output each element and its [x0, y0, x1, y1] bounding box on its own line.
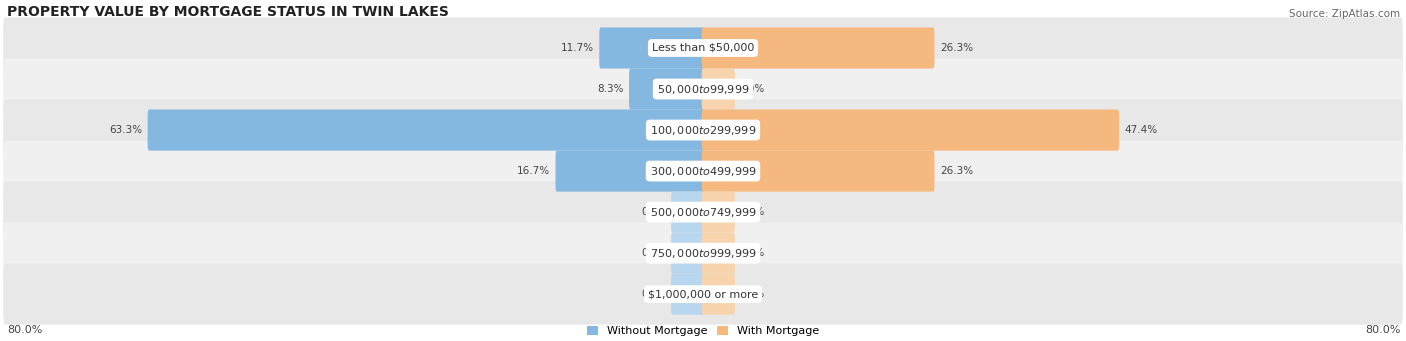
Legend: Without Mortgage, With Mortgage: Without Mortgage, With Mortgage	[582, 322, 824, 341]
Text: 63.3%: 63.3%	[108, 125, 142, 135]
FancyBboxPatch shape	[702, 109, 1119, 151]
FancyBboxPatch shape	[671, 192, 704, 233]
FancyBboxPatch shape	[628, 69, 704, 109]
FancyBboxPatch shape	[3, 223, 1403, 284]
FancyBboxPatch shape	[702, 233, 735, 274]
Text: $750,000 to $999,999: $750,000 to $999,999	[650, 247, 756, 260]
Text: 0.0%: 0.0%	[641, 289, 668, 299]
FancyBboxPatch shape	[671, 273, 704, 315]
Text: Less than $50,000: Less than $50,000	[652, 43, 754, 53]
Text: Source: ZipAtlas.com: Source: ZipAtlas.com	[1289, 9, 1400, 19]
Text: 26.3%: 26.3%	[941, 166, 973, 176]
Text: 0.0%: 0.0%	[641, 207, 668, 217]
FancyBboxPatch shape	[3, 140, 1403, 202]
FancyBboxPatch shape	[702, 273, 735, 315]
Text: 0.0%: 0.0%	[641, 248, 668, 258]
FancyBboxPatch shape	[3, 181, 1403, 243]
Text: $1,000,000 or more: $1,000,000 or more	[648, 289, 758, 299]
Text: 0.0%: 0.0%	[738, 289, 765, 299]
FancyBboxPatch shape	[3, 100, 1403, 161]
Text: $500,000 to $749,999: $500,000 to $749,999	[650, 206, 756, 219]
FancyBboxPatch shape	[702, 192, 735, 233]
Text: 16.7%: 16.7%	[516, 166, 550, 176]
FancyBboxPatch shape	[702, 150, 935, 192]
Text: 0.0%: 0.0%	[738, 84, 765, 94]
Text: 26.3%: 26.3%	[941, 43, 973, 53]
FancyBboxPatch shape	[599, 27, 704, 69]
Text: 47.4%: 47.4%	[1125, 125, 1159, 135]
FancyBboxPatch shape	[671, 233, 704, 274]
Text: 8.3%: 8.3%	[598, 84, 623, 94]
Text: 80.0%: 80.0%	[1365, 325, 1400, 335]
Text: 11.7%: 11.7%	[561, 43, 593, 53]
Text: PROPERTY VALUE BY MORTGAGE STATUS IN TWIN LAKES: PROPERTY VALUE BY MORTGAGE STATUS IN TWI…	[7, 5, 449, 19]
FancyBboxPatch shape	[3, 17, 1403, 78]
FancyBboxPatch shape	[555, 150, 704, 192]
Text: 0.0%: 0.0%	[738, 248, 765, 258]
FancyBboxPatch shape	[702, 27, 935, 69]
Text: $50,000 to $99,999: $50,000 to $99,999	[657, 83, 749, 95]
FancyBboxPatch shape	[702, 69, 735, 109]
Text: $300,000 to $499,999: $300,000 to $499,999	[650, 165, 756, 178]
Text: 0.0%: 0.0%	[738, 207, 765, 217]
FancyBboxPatch shape	[3, 264, 1403, 325]
Text: 80.0%: 80.0%	[7, 325, 42, 335]
Text: $100,000 to $299,999: $100,000 to $299,999	[650, 123, 756, 136]
FancyBboxPatch shape	[3, 59, 1403, 120]
FancyBboxPatch shape	[148, 109, 704, 151]
